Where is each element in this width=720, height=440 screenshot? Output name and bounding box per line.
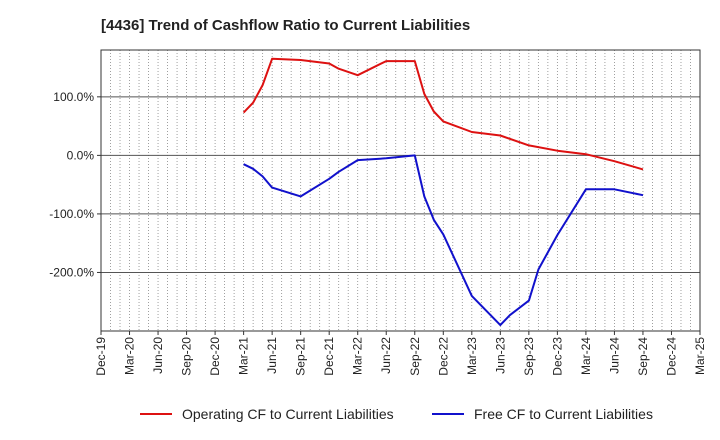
series-line-operating-cf — [242, 57, 644, 171]
x-tick-label: Sep-20 — [180, 337, 194, 376]
x-tick-label: Dec-24 — [664, 337, 678, 376]
grid — [101, 50, 700, 331]
x-tick-label: Mar-23 — [465, 337, 479, 375]
x-tick-label: Jun-20 — [151, 337, 165, 374]
chart-title: [4436] Trend of Cashflow Ratio to Curren… — [101, 17, 470, 34]
y-axis: 100.0% 0.0% -100.0% -200.0% — [49, 90, 101, 279]
x-tick-label: Mar-20 — [123, 337, 137, 375]
x-tick-label: Mar-22 — [351, 337, 365, 375]
x-tick-label: Mar-24 — [579, 337, 593, 375]
legend-label: Operating CF to Current Liabilities — [182, 406, 394, 422]
x-tick-label: Mar-25 — [693, 337, 707, 375]
x-tick-label: Jun-24 — [607, 337, 621, 374]
series-lines — [242, 57, 644, 327]
plot-frame — [100, 49, 701, 332]
x-tick-label: Sep-23 — [522, 337, 536, 376]
legend-label: Free CF to Current Liabilities — [474, 406, 653, 422]
x-tick-label: Sep-24 — [636, 337, 650, 376]
legend: Operating CF to Current Liabilities Free … — [140, 406, 653, 422]
x-tick-label: Dec-20 — [208, 337, 222, 376]
y-tick-label: -100.0% — [49, 207, 94, 221]
x-tick-label: Sep-21 — [294, 337, 308, 376]
x-axis: Dec-19 Mar-20 Jun-20 Sep-20 Dec-20 Mar-21 Jun-… — [94, 331, 707, 376]
series-line-free-cf — [243, 154, 644, 327]
x-tick-label: Dec-22 — [436, 337, 450, 376]
y-tick-label: 0.0% — [67, 148, 95, 162]
y-tick-label: 100.0% — [53, 90, 94, 104]
x-tick-label: Dec-19 — [94, 337, 108, 376]
x-tick-label: Dec-21 — [322, 337, 336, 376]
y-tick-label: -200.0% — [49, 265, 94, 279]
x-tick-label: Jun-23 — [493, 337, 507, 374]
x-tick-label: Sep-22 — [408, 337, 422, 376]
x-tick-label: Jun-21 — [265, 337, 279, 374]
x-tick-label: Jun-22 — [379, 337, 393, 374]
x-tick-label: Mar-21 — [237, 337, 251, 375]
x-tick-label: Dec-23 — [550, 337, 564, 376]
